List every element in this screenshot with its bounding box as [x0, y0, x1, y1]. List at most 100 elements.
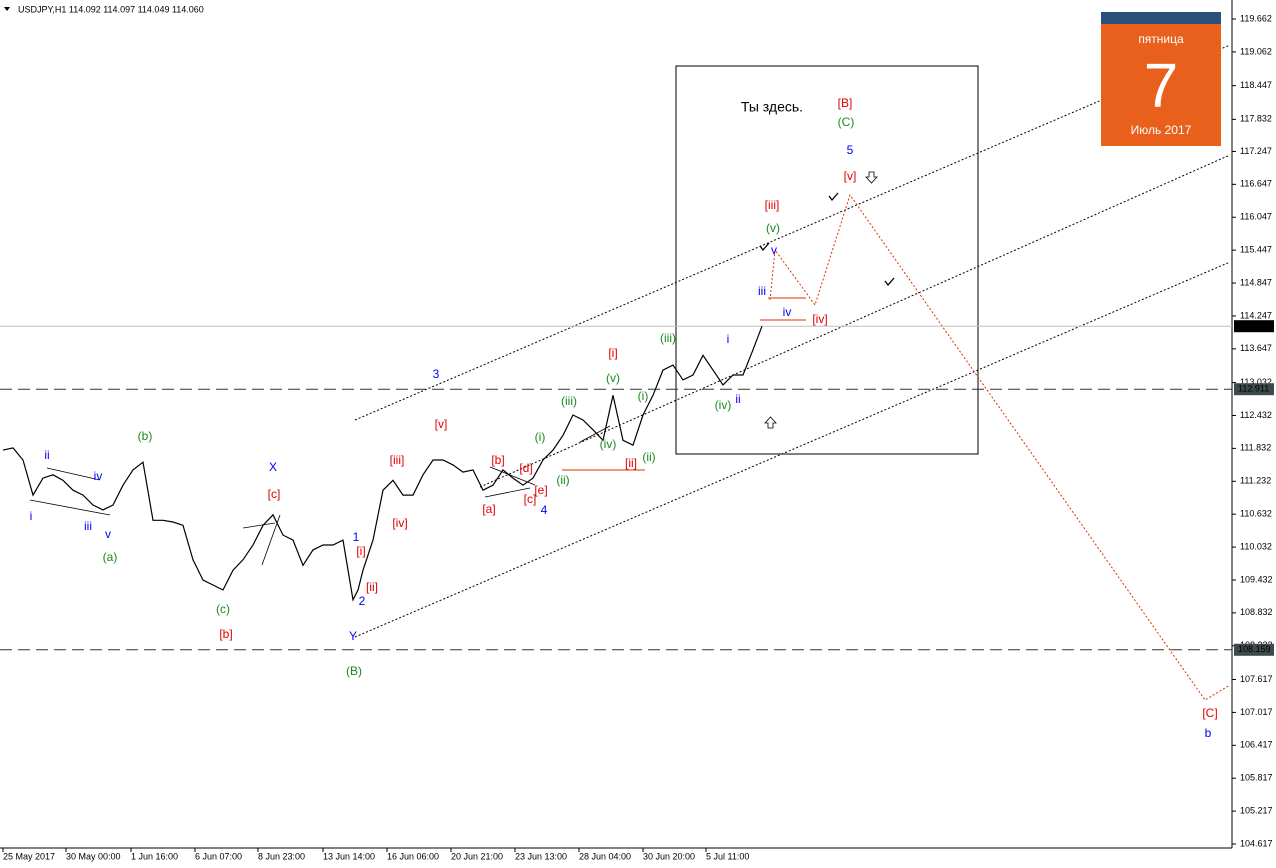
wave-label: [ii]	[625, 456, 637, 470]
level-label: 108.159	[1238, 644, 1271, 654]
y-tick-label: 118.447	[1240, 80, 1272, 90]
wave-label: 1	[353, 530, 360, 544]
wave-label: (C)	[838, 115, 855, 129]
y-tick-label: 115.447	[1240, 245, 1272, 255]
wave-label: b	[1205, 726, 1212, 740]
level-label: 112.911	[1238, 384, 1269, 394]
checkmark	[884, 277, 895, 287]
wave-label: iv	[783, 305, 792, 319]
wave-label: Y	[349, 629, 357, 643]
wave-label: (iii)	[660, 331, 676, 345]
arrow-up	[764, 416, 777, 429]
x-tick-label: 5 Jul 11:00	[706, 851, 749, 861]
y-tick-label: 106.417	[1240, 740, 1273, 750]
y-tick-label: 113.032	[1240, 377, 1272, 387]
forecast	[562, 193, 1231, 701]
wave-label: (ii)	[556, 473, 569, 487]
channel-upper	[354, 44, 1231, 421]
wave-label: (v)	[606, 371, 620, 385]
wave-label: [iv]	[392, 516, 407, 530]
wave-label: ii	[735, 392, 740, 406]
wave-label: [i]	[356, 544, 365, 558]
wave-label: (B)	[346, 664, 362, 678]
wave-label: [e]	[534, 483, 547, 497]
calendar-weekday: пятница	[1138, 32, 1184, 46]
wave-label: (iii)	[561, 394, 577, 408]
y-tick-label: 116.047	[1240, 212, 1272, 222]
calendar-page	[1101, 12, 1221, 146]
x-tick-label: 30 May 00:00	[66, 851, 121, 861]
wave-label: [c]	[524, 492, 537, 506]
x-tick-label: 16 Jun 06:00	[387, 851, 439, 861]
y-tick-label: 111.232	[1240, 476, 1271, 486]
wave-label: 3	[433, 367, 440, 381]
y-tick-label: 111.832	[1240, 443, 1271, 453]
channel-lower	[354, 261, 1231, 638]
wave-label: (c)	[216, 602, 230, 616]
wave-line	[242, 522, 276, 529]
forecast-path	[769, 193, 1231, 701]
wave-label: [C]	[1202, 706, 1217, 720]
y-tick-label: 119.662	[1240, 13, 1272, 23]
level-label-bg	[1234, 320, 1274, 333]
level-label-bg	[1234, 643, 1274, 656]
note-box	[675, 65, 979, 455]
calendar-month: Июль 2017	[1131, 123, 1192, 137]
checkmark	[759, 242, 770, 252]
wave-label: v	[771, 243, 777, 257]
wave-line	[46, 467, 101, 481]
y-tick-label: 116.647	[1240, 179, 1272, 189]
wave-label: (i)	[638, 389, 649, 403]
wave-label: (iv)	[715, 398, 732, 412]
x-tick-label: 23 Jun 13:00	[515, 851, 567, 861]
x-tick-label: 1 Jun 16:00	[131, 851, 178, 861]
y-tick-label: 108.832	[1240, 607, 1273, 617]
title-arrow	[4, 7, 10, 11]
x-tick-label: 20 Jun 21:00	[451, 851, 503, 861]
calendar: пятница 7 Июль 2017	[1101, 12, 1221, 146]
wave-label: [b]	[491, 453, 504, 467]
x-tick-label: 25 May 2017	[3, 851, 55, 861]
calendar-day: 7	[1144, 51, 1178, 120]
wave-line	[29, 499, 111, 516]
wave-label: [i]	[608, 346, 617, 360]
wave-label: [iv]	[812, 312, 827, 326]
wave-label: [ii]	[366, 580, 378, 594]
y-tick-label: 119.062	[1240, 46, 1272, 56]
y-tick-label: 110.032	[1240, 541, 1272, 551]
wave-label: [v]	[435, 417, 448, 431]
y-tick-label: 117.832	[1240, 114, 1272, 124]
wave-label: 4	[541, 503, 548, 517]
wave-label: [a]	[482, 502, 495, 516]
price-line	[2, 325, 763, 602]
wave-label: [B]	[838, 96, 853, 110]
arrow-down	[865, 171, 878, 184]
wave-label: X	[269, 460, 277, 474]
y-tick-label: 107.017	[1240, 707, 1273, 717]
y-tick-label: 110.632	[1240, 509, 1272, 519]
wave-label: (ii)	[642, 450, 655, 464]
wave-label: (v)	[766, 221, 780, 235]
y-tick-label: 114.847	[1240, 277, 1272, 287]
level-label: 114.060	[1238, 321, 1270, 331]
wave-label: [iii]	[390, 453, 405, 467]
wave-label: v	[105, 527, 111, 541]
x-tick-label: 28 Jun 04:00	[579, 851, 631, 861]
wave-label: (b)	[138, 429, 153, 443]
wave-line	[484, 487, 531, 498]
wave-label: iii	[758, 284, 766, 298]
y-tick-label: 107.617	[1240, 674, 1273, 684]
wave-label: (iv)	[600, 437, 617, 451]
wave-label: [v]	[844, 169, 857, 183]
x-tick-label: 30 Jun 20:00	[643, 851, 695, 861]
wave-label: ii	[44, 448, 49, 462]
wave-label: iii	[84, 519, 92, 533]
checkmark	[828, 192, 839, 202]
wave-label: i	[727, 332, 730, 346]
y-tick-label: 109.432	[1240, 574, 1273, 584]
y-tick-label: 117.247	[1240, 146, 1272, 156]
wave-label: [iii]	[765, 198, 780, 212]
wave-label: [c]	[268, 487, 281, 501]
